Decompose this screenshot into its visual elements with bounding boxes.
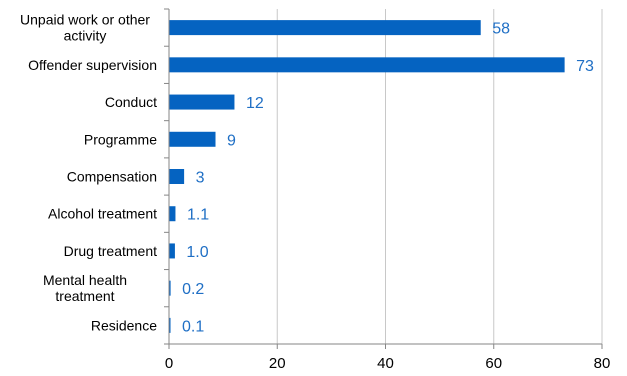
x-tick-label-2: 40 — [377, 355, 394, 372]
bar-5 — [169, 206, 176, 222]
x-tick-label-0: 0 — [165, 355, 173, 372]
data-labels: 58 73 12 9 3 1.1 1.0 0.2 0.1 — [182, 21, 594, 336]
category-label-5: Alcohol treatment — [48, 206, 157, 222]
data-label-3: 9 — [227, 132, 236, 149]
bar-1 — [169, 57, 565, 73]
bar-4 — [169, 169, 185, 184]
bar-0 — [169, 20, 481, 36]
category-label-7: Mental health treatment — [43, 272, 127, 304]
x-tick-label-4: 80 — [594, 355, 611, 372]
x-tick-label-1: 20 — [269, 355, 286, 372]
bar-2 — [169, 94, 235, 110]
data-label-0: 58 — [492, 21, 510, 38]
bar-6 — [169, 243, 175, 259]
x-tick-label-3: 60 — [485, 355, 502, 372]
category-label-2: Conduct — [105, 94, 157, 110]
category-labels: Unpaid work or other activity Offender sup… — [20, 8, 169, 345]
data-label-5: 1.1 — [187, 207, 209, 224]
data-label-2: 12 — [246, 95, 264, 112]
category-label-6: Drug treatment — [64, 243, 157, 259]
data-label-1: 73 — [576, 58, 594, 75]
category-label-8: Residence — [91, 317, 157, 333]
bar-8 — [169, 317, 171, 333]
data-label-4: 3 — [196, 170, 205, 187]
x-axis-ticks: 0 20 40 60 80 — [165, 344, 611, 372]
category-label-1: Offender supervision — [28, 57, 157, 73]
bar-3 — [169, 131, 216, 147]
category-label-3: Programme — [84, 131, 157, 147]
bar-7 — [169, 280, 171, 296]
data-label-8: 0.1 — [182, 318, 204, 335]
category-label-4: Compensation — [67, 169, 157, 185]
bars — [169, 20, 565, 333]
category-label-0: Unpaid work or other activity — [20, 12, 150, 44]
data-label-6: 1.0 — [186, 244, 208, 261]
data-label-7: 0.2 — [182, 281, 204, 298]
